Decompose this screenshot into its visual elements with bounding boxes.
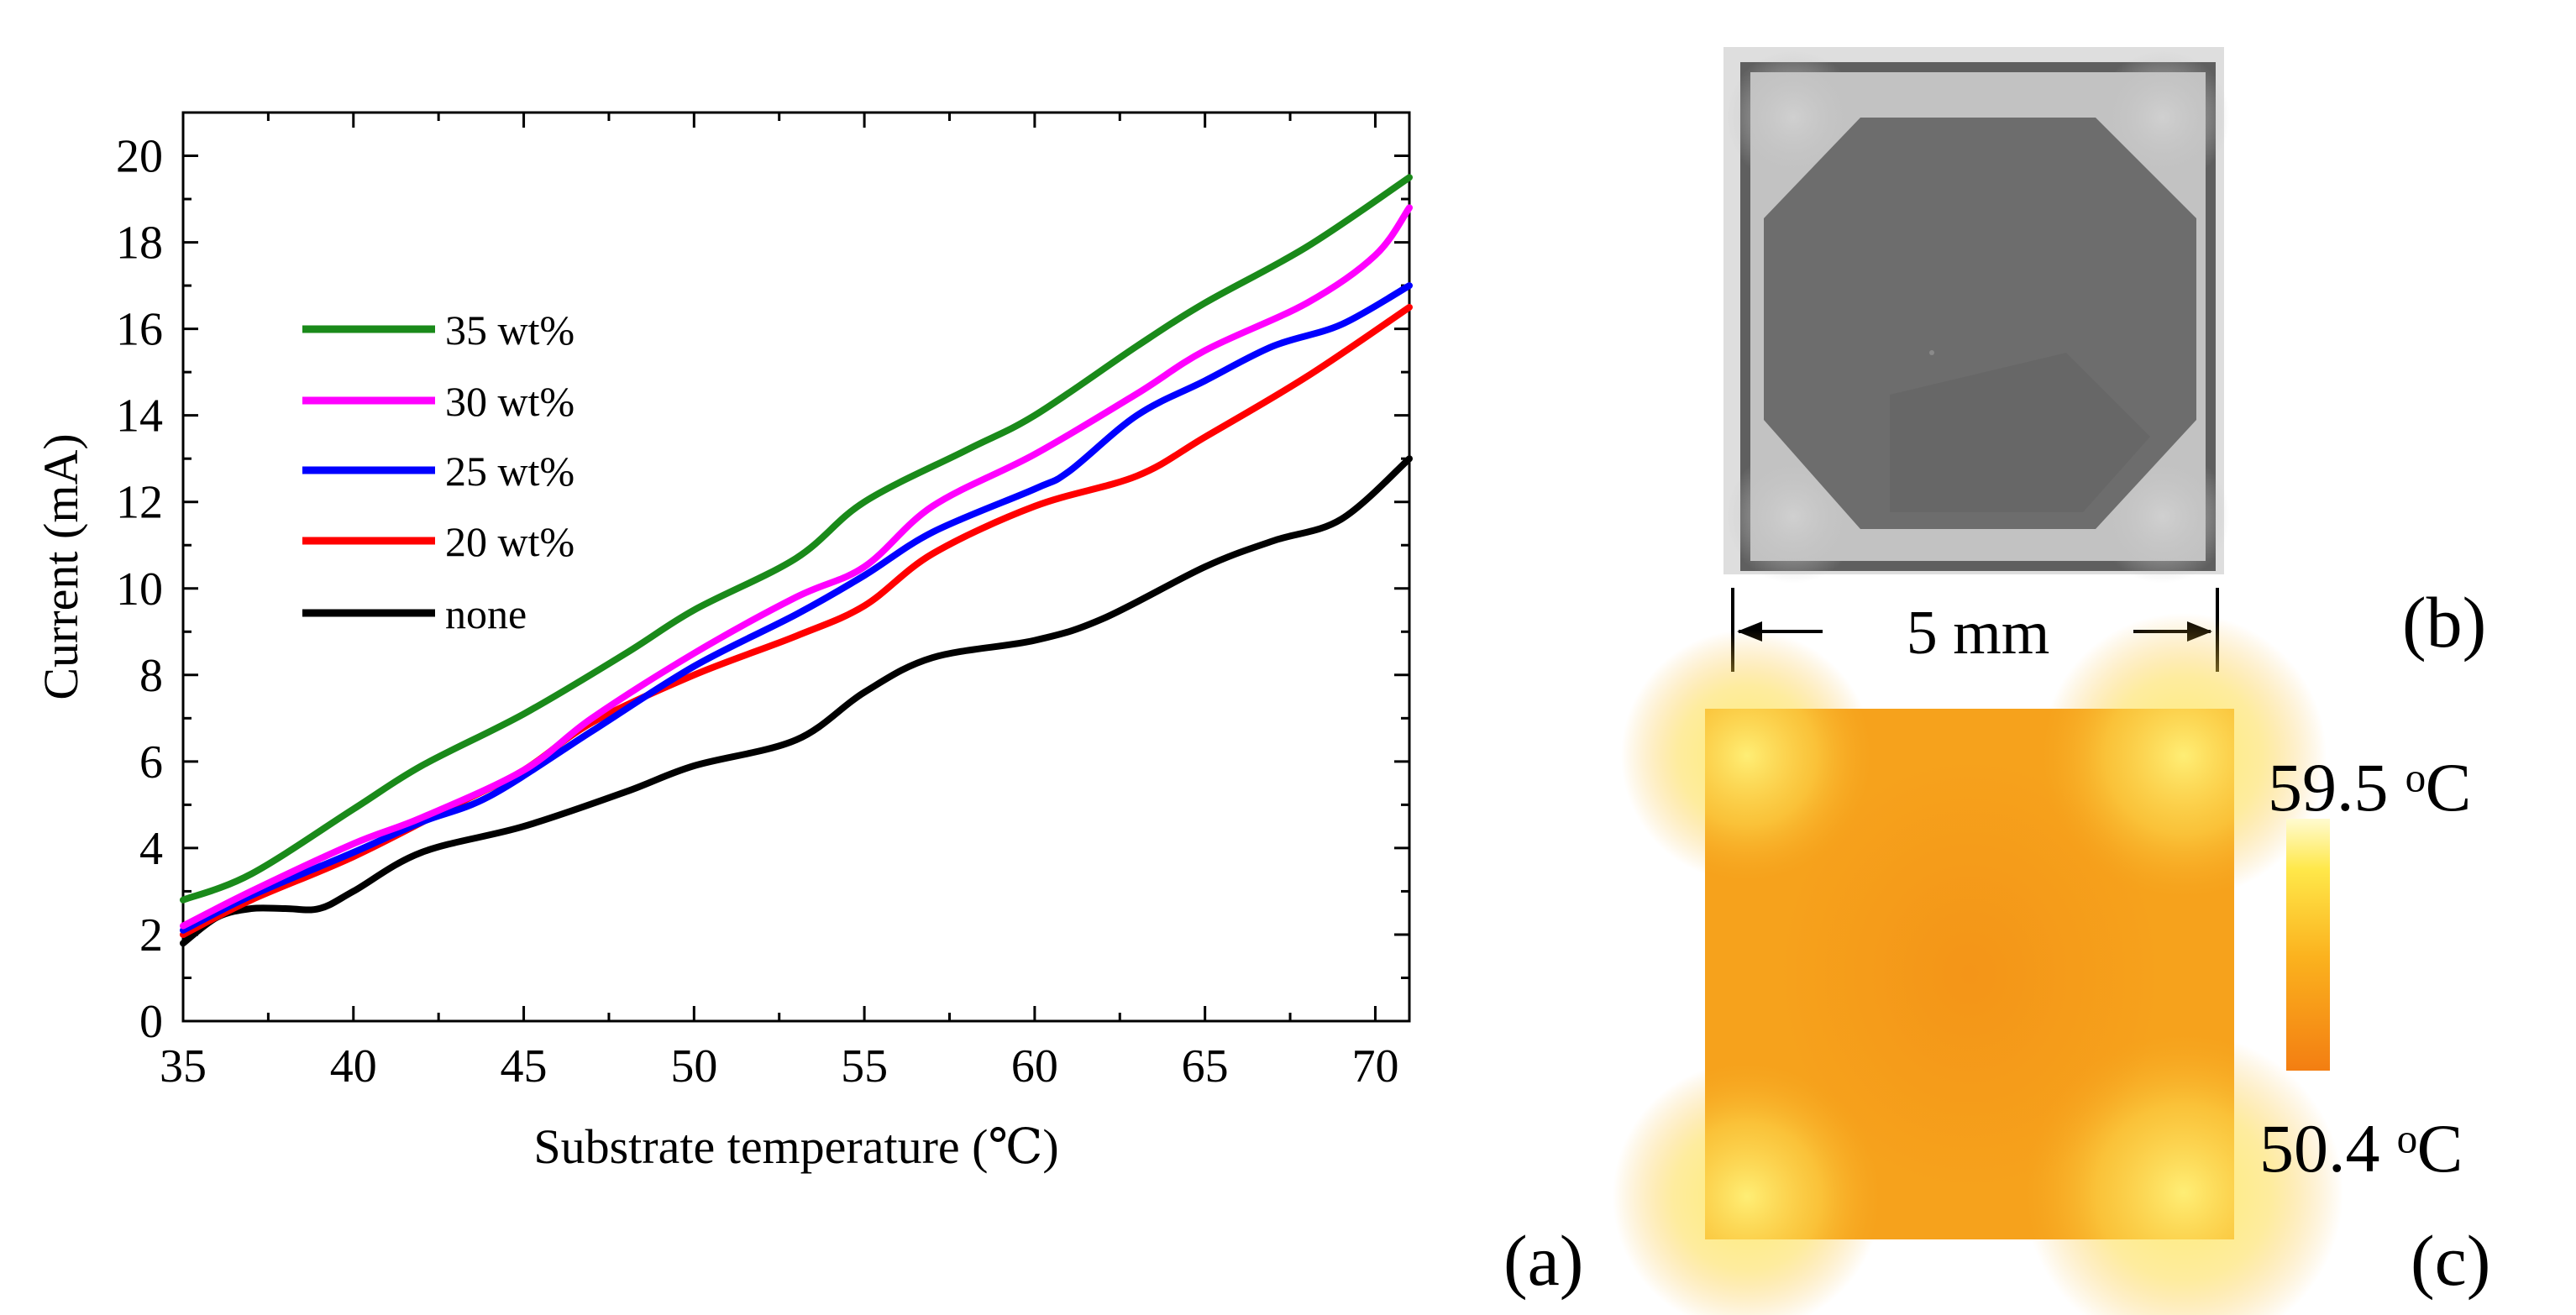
x-tick-label-40: 40	[330, 1040, 377, 1092]
y-tick-label-4: 4	[139, 823, 163, 875]
x-tick-label-50: 50	[670, 1040, 717, 1092]
photo-film-speck	[1929, 350, 1934, 355]
x-tick-label-60: 60	[1011, 1040, 1058, 1092]
sample-photo-panel-b: 5 mm (b)	[1723, 47, 2486, 672]
legend-label-25: 25 wt%	[445, 448, 574, 495]
series-line-25-wt-	[180, 282, 1413, 934]
y-axis-label: Current (mA)	[34, 433, 88, 699]
y-tick-label-2: 2	[139, 909, 163, 961]
thermal-image-panel-c: 59.5 ᵒC 50.4 ᵒC (c)	[1613, 613, 2490, 1315]
y-tick-label-10: 10	[116, 563, 163, 616]
x-tick-label-70: 70	[1351, 1040, 1398, 1092]
photo-film-shadow	[1890, 353, 2150, 512]
panel-label-a: (a)	[1503, 1220, 1583, 1301]
x-tick-label-55: 55	[841, 1040, 888, 1092]
y-tick-label-18: 18	[116, 217, 163, 270]
x-axis: 35 40 45 50 55 60 65 70	[160, 113, 1398, 1092]
scale-bar-label: 5 mm	[1907, 599, 2050, 668]
y-tick-label-20: 20	[116, 131, 163, 183]
temperature-min-label: 50.4 ᵒC	[2259, 1110, 2463, 1187]
legend-item-none: none	[302, 590, 527, 637]
x-tick-label-35: 35	[160, 1040, 207, 1092]
chart-panel-a: 35 40 45 50 55 60 65 70 0 2 4 6 8 10 12 14 16 18 20 Subst…	[34, 111, 1583, 1301]
series-line-35-wt-	[180, 174, 1413, 904]
thermal-hotspot-tl	[1621, 630, 1873, 882]
panel-label-c: (c)	[2411, 1220, 2490, 1301]
y-tick-label-12: 12	[116, 477, 163, 529]
temperature-max-label: 59.5 ᵒC	[2268, 749, 2471, 825]
thermal-coolzone-center	[1776, 756, 2163, 1192]
temperature-colorbar	[2286, 819, 2330, 1071]
legend-item-30: 30 wt%	[302, 378, 574, 425]
y-tick-label-14: 14	[116, 390, 163, 443]
legend-item-35: 35 wt%	[302, 306, 574, 354]
legend-label-35: 35 wt%	[445, 306, 574, 354]
thermal-hotspot-bl	[1613, 1062, 1881, 1315]
x-axis-label: Substrate temperature (℃)	[533, 1119, 1058, 1174]
photo-corner-highlight-tl	[1726, 50, 1860, 185]
legend: 35 wt% 30 wt% 25 wt% 20 wt% none	[302, 306, 574, 637]
series-line-none	[180, 455, 1413, 947]
y-tick-label-6: 6	[139, 736, 163, 788]
y-tick-label-8: 8	[139, 650, 163, 702]
legend-item-25: 25 wt%	[302, 448, 574, 495]
series-lines	[180, 174, 1413, 947]
legend-label-none: none	[445, 590, 527, 637]
plot-frame	[181, 111, 1411, 1023]
y-axis: 0 2 4 6 8 10 12 14 16 18 20	[116, 111, 1409, 1048]
y-tick-label-16: 16	[116, 304, 163, 356]
panel-label-b: (b)	[2402, 582, 2486, 663]
legend-item-20: 20 wt%	[302, 518, 574, 565]
legend-label-30: 30 wt%	[445, 378, 574, 425]
series-line-30-wt-	[180, 204, 1413, 930]
x-tick-label-65: 65	[1182, 1040, 1229, 1092]
x-tick-label-45: 45	[501, 1040, 548, 1092]
y-tick-label-0: 0	[139, 996, 163, 1048]
legend-label-20: 20 wt%	[445, 518, 574, 565]
